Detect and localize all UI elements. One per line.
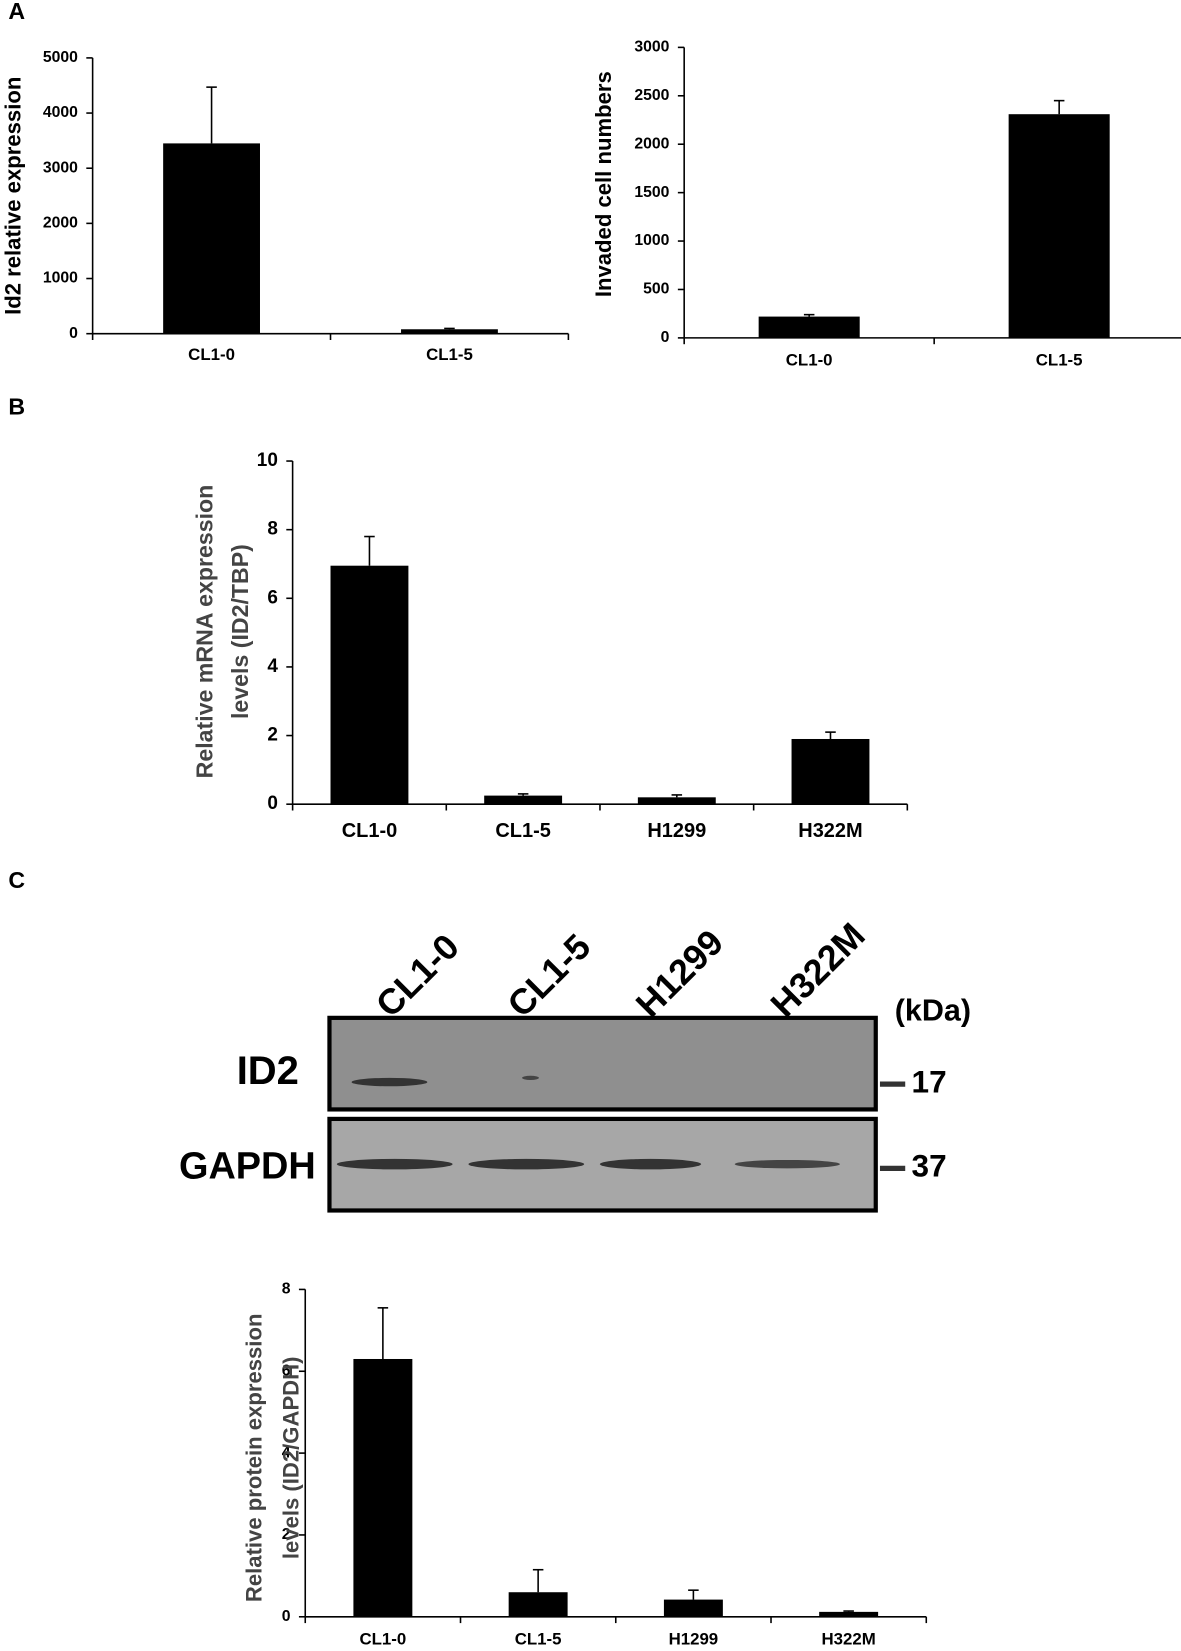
- bar: [791, 738, 870, 805]
- y-tick-label: 2000: [43, 215, 78, 232]
- panel-letter: B: [8, 394, 25, 420]
- y-tick-label: 6: [267, 587, 278, 608]
- y-axis-label: Relative protein expression: [242, 1314, 267, 1603]
- y-tick-label: 0: [267, 793, 278, 814]
- bar: [819, 1611, 879, 1617]
- y-axis-label: Invaded cell numbers: [591, 71, 616, 297]
- y-tick-label: 4000: [43, 104, 78, 121]
- bar: [1008, 114, 1110, 338]
- bar: [637, 797, 716, 805]
- y-tick-label: 1500: [634, 184, 669, 201]
- chart: 0 500 1000 1500 2000 2500 3000 Invaded cell num…: [591, 39, 1181, 370]
- x-tick-label: H1299: [647, 820, 706, 842]
- row-label: ID2: [237, 1049, 299, 1093]
- band: [336, 1158, 453, 1170]
- x-tick-label: H322M: [822, 1629, 876, 1648]
- bar: [484, 795, 563, 805]
- marker-label: 17: [912, 1064, 947, 1100]
- error-bar: [843, 1610, 854, 1612]
- panel-letter: C: [8, 867, 25, 893]
- lane-label: H322M: [763, 915, 873, 1025]
- bar: [353, 1358, 413, 1617]
- y-tick-label: 1000: [634, 232, 669, 249]
- bar: [663, 1599, 723, 1617]
- y-tick-label: 2: [267, 725, 278, 746]
- y-axis-label: levels (ID2/TBP): [227, 544, 253, 719]
- row-label: GAPDH: [179, 1145, 316, 1187]
- y-tick-label: 500: [643, 281, 670, 298]
- x-tick-label: CL1-5: [426, 345, 473, 364]
- y-tick-label: 4: [282, 1444, 291, 1461]
- y-axis-label: Relative mRNA expression: [191, 485, 217, 779]
- error-bar: [671, 794, 683, 798]
- error-bar: [206, 86, 217, 144]
- bar: [758, 316, 860, 338]
- y-tick-label: 8: [282, 1281, 291, 1298]
- x-tick-label: CL1-5: [1036, 351, 1083, 370]
- x-tick-label: CL1-5: [495, 820, 551, 842]
- x-tick-label: CL1-0: [188, 345, 235, 364]
- band: [468, 1158, 585, 1170]
- y-tick-label: 3000: [43, 159, 78, 176]
- western-blot: 17 37 (kDa) ID2 GAPDH CL1-0 CL1-5 H1299 …: [179, 915, 971, 1213]
- error-bar: [364, 535, 375, 566]
- error-bar: [1053, 99, 1065, 115]
- y-tick-label: 5000: [43, 49, 78, 66]
- y-tick-label: 2: [282, 1526, 291, 1543]
- y-tick-label: 3000: [634, 39, 669, 56]
- lane-label: CL1-5: [500, 926, 599, 1025]
- x-tick-label: CL1-0: [359, 1629, 406, 1648]
- error-bar: [803, 313, 815, 317]
- y-axis-label: Id2 relative expression: [1, 77, 26, 315]
- band: [599, 1158, 702, 1170]
- error-bar: [517, 793, 529, 796]
- y-tick-label: 0: [661, 329, 670, 346]
- y-tick-label: 0: [69, 325, 78, 342]
- bar: [508, 1592, 568, 1617]
- blot-frame: [327, 1015, 878, 1112]
- x-tick-label: CL1-0: [342, 820, 398, 842]
- lane-label: CL1-0: [368, 926, 467, 1025]
- y-tick-label: 1000: [43, 270, 78, 287]
- y-tick-label: 6: [282, 1362, 291, 1379]
- y-tick-label: 10: [257, 450, 278, 471]
- y-axis-label: levels (ID2/GAPDH): [278, 1357, 303, 1560]
- chart: 0 1000 2000 3000 4000 5000 Id2 relative expres…: [1, 49, 570, 364]
- x-tick-label: H322M: [798, 820, 862, 842]
- bar: [163, 143, 260, 334]
- bar: [330, 565, 409, 805]
- error-bar: [532, 1568, 544, 1593]
- band: [734, 1159, 840, 1169]
- error-bar: [444, 327, 455, 330]
- y-tick-label: 2000: [634, 135, 669, 152]
- unit-label: (kDa): [895, 994, 971, 1028]
- band: [351, 1077, 428, 1087]
- chart: 0 2 4 6 8 10 Relative mRNA expression levels (I…: [191, 450, 909, 842]
- error-bar: [688, 1589, 699, 1600]
- panel-letter: A: [8, 0, 25, 24]
- x-tick-label: CL1-5: [515, 1629, 562, 1648]
- x-tick-label: CL1-0: [786, 351, 833, 370]
- y-tick-label: 8: [267, 519, 278, 540]
- error-bar: [377, 1307, 389, 1359]
- bar: [401, 329, 498, 334]
- y-tick-label: 4: [267, 656, 278, 677]
- y-tick-label: 2500: [634, 87, 669, 104]
- x-tick-label: H1299: [669, 1629, 719, 1648]
- error-bar: [825, 731, 836, 739]
- band: [522, 1075, 539, 1080]
- chart: 0 2 4 6 8 Relative protein expression levels (…: [242, 1281, 928, 1648]
- lane-label: H1299: [628, 922, 731, 1025]
- marker-label: 37: [912, 1148, 947, 1184]
- y-tick-label: 0: [282, 1608, 291, 1625]
